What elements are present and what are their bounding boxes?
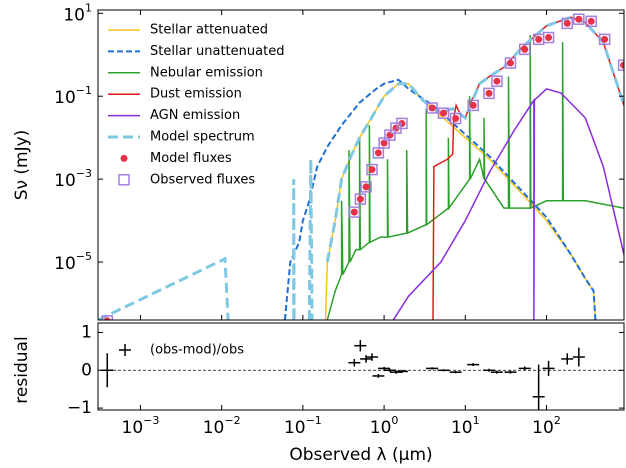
observed-flux bbox=[396, 117, 408, 130]
x-tick-label: 100 bbox=[370, 414, 399, 438]
model-flux bbox=[380, 139, 388, 147]
axes: Sν (mJy) residual Observed λ (μm) 10−510… bbox=[12, 1, 625, 465]
legend-label: AGN emission bbox=[150, 108, 240, 123]
model-flux bbox=[601, 35, 609, 43]
model-flux bbox=[368, 166, 376, 174]
model-flux bbox=[103, 317, 111, 320]
observed-flux bbox=[598, 33, 611, 46]
series-line bbox=[283, 78, 597, 320]
model-flux bbox=[493, 77, 501, 85]
observed-flux bbox=[384, 129, 396, 141]
legend-marker bbox=[118, 174, 130, 186]
observed-flux bbox=[542, 31, 555, 44]
legend-label: Nebular emission bbox=[150, 65, 263, 80]
residual-axis-label: residual bbox=[12, 336, 32, 403]
model-flux bbox=[563, 19, 571, 27]
x-tick-label: 102 bbox=[532, 414, 561, 438]
observed-flux bbox=[585, 15, 597, 28]
legend-label: Dust emission bbox=[150, 87, 242, 102]
observed-flux bbox=[437, 107, 450, 119]
legend-label: Model spectrum bbox=[150, 130, 255, 145]
y-tick-label: 10−3 bbox=[54, 167, 92, 191]
observed-flux bbox=[366, 163, 378, 176]
observed-flux bbox=[360, 181, 372, 193]
x-tick-label: 101 bbox=[451, 414, 480, 438]
legend-marker bbox=[120, 154, 128, 162]
y-tick-label: 10−5 bbox=[54, 250, 92, 274]
residual-frame bbox=[97, 322, 625, 411]
observed-flux bbox=[467, 99, 479, 112]
legend-label: Stellar attenuated bbox=[150, 23, 268, 38]
model-flux bbox=[545, 34, 553, 42]
model-flux bbox=[428, 104, 436, 112]
model-flux bbox=[452, 114, 460, 122]
model-flux bbox=[506, 59, 514, 67]
model-flux bbox=[620, 61, 624, 69]
legend-label: Observed fluxes bbox=[150, 172, 255, 187]
legend-label: Model fluxes bbox=[150, 151, 232, 166]
main-frame bbox=[97, 9, 625, 321]
model-flux bbox=[469, 101, 477, 109]
y-axis-label: Sν (mJy) bbox=[12, 130, 32, 201]
observed-flux bbox=[348, 206, 361, 218]
observed-flux bbox=[504, 57, 517, 69]
x-tick-label: 10−1 bbox=[284, 414, 322, 438]
model-flux bbox=[362, 183, 370, 191]
model-flux bbox=[485, 89, 493, 97]
observed-flux bbox=[561, 17, 573, 30]
y-tick-label: −1 bbox=[67, 398, 92, 418]
observed-flux bbox=[101, 315, 114, 320]
series-line bbox=[326, 34, 624, 320]
model-flux bbox=[374, 149, 382, 157]
model-flux bbox=[535, 35, 543, 43]
model-flux bbox=[440, 109, 448, 117]
observed-flux bbox=[426, 102, 438, 114]
legend-label: (obs-mod)/obs bbox=[150, 343, 244, 358]
residual-plot bbox=[98, 340, 624, 410]
main-plot bbox=[98, 13, 624, 320]
y-tick-label: 0 bbox=[81, 360, 92, 380]
x-tick-label: 10−2 bbox=[203, 414, 241, 438]
model-flux bbox=[575, 15, 583, 23]
observed-flux bbox=[354, 193, 367, 205]
model-flux bbox=[587, 17, 595, 25]
y-tick-label: 101 bbox=[63, 1, 92, 25]
y-tick-label: 10−1 bbox=[54, 84, 92, 108]
legend-label: Stellar unattenuated bbox=[150, 44, 284, 59]
series-line bbox=[98, 15, 624, 320]
observed-flux bbox=[573, 13, 585, 25]
series-line bbox=[392, 88, 624, 320]
y-tick-label: 1 bbox=[81, 322, 92, 342]
observed-flux bbox=[483, 87, 495, 100]
series-line bbox=[432, 16, 624, 320]
x-tick-label: 10−3 bbox=[122, 414, 160, 438]
observed-flux bbox=[378, 137, 390, 149]
model-flux bbox=[521, 45, 529, 53]
model-flux bbox=[350, 208, 358, 216]
x-axis-label: Observed λ (μm) bbox=[289, 445, 432, 465]
observed-flux bbox=[491, 75, 503, 87]
model-flux bbox=[356, 195, 364, 203]
observed-flux bbox=[449, 112, 462, 125]
observed-flux bbox=[519, 43, 531, 56]
